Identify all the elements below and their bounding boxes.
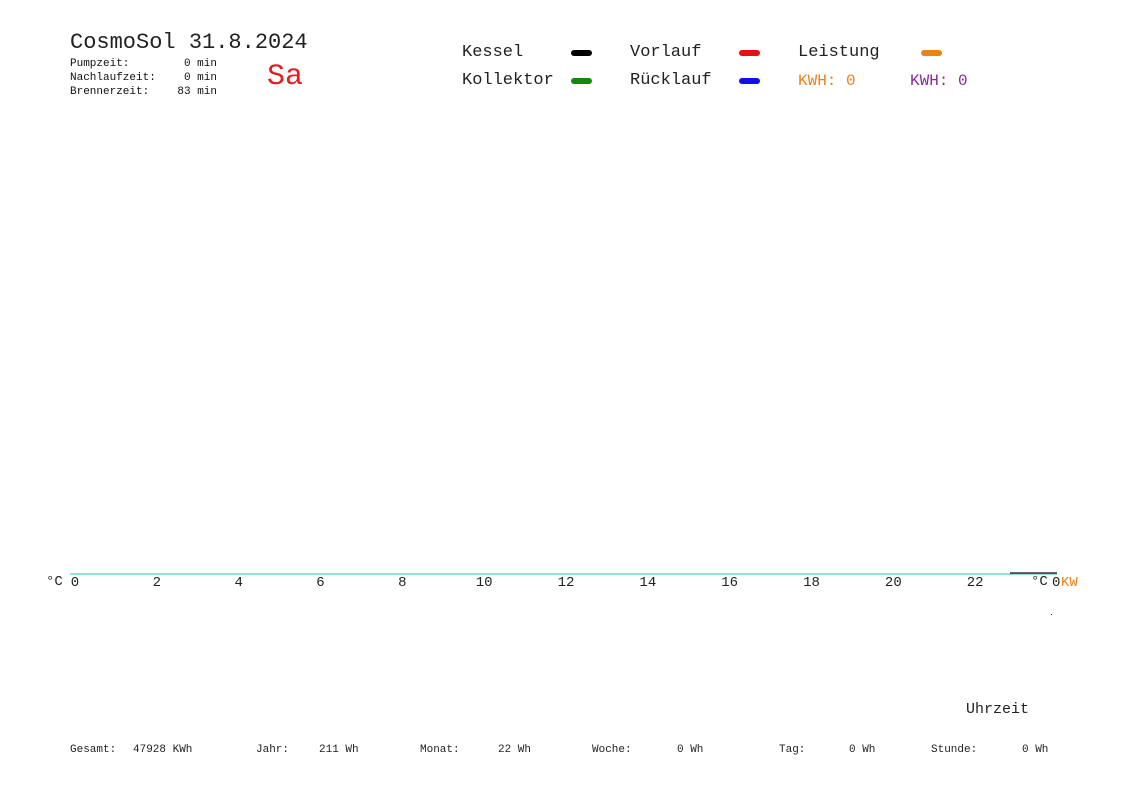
footer-monat-value: 22 Wh xyxy=(498,744,532,756)
pumpzeit-value: 0 min xyxy=(183,58,217,70)
footer-jahr-value: 211 Wh xyxy=(319,744,359,756)
legend-kessel-swatch xyxy=(571,50,592,56)
brennerzeit-value: 83 min xyxy=(177,86,217,98)
legend-ruecklauf-swatch xyxy=(739,78,760,84)
x-tick-0: 0 xyxy=(70,575,80,591)
x-tick-6: 6 xyxy=(316,575,325,591)
stray-dot xyxy=(1051,614,1052,615)
footer-monat-label: Monat: xyxy=(420,744,460,756)
footer-woche-value: 0 Wh xyxy=(677,744,704,756)
legend-leistung-swatch xyxy=(921,50,942,56)
nachlaufzeit-value: 0 min xyxy=(183,72,217,84)
legend-leistung-label: Leistung xyxy=(798,43,880,62)
x-tick-16: 16 xyxy=(721,575,739,591)
kwh-total-leistung: KWH: 0 xyxy=(798,72,856,90)
nachlaufzeit-label: Nachlaufzeit: xyxy=(70,72,156,84)
x-tick-2: 2 xyxy=(152,575,162,591)
weekday-label: Sa xyxy=(267,60,304,94)
x-tick-14: 14 xyxy=(639,575,657,591)
y-right-unit: °C xyxy=(1031,574,1048,590)
legend-vorlauf-swatch xyxy=(739,50,760,56)
footer-stunde-label: Stunde: xyxy=(931,744,978,756)
footer-gesamt-value: 47928 KWh xyxy=(133,744,193,756)
kwh-total-secondary: KWH: 0 xyxy=(910,72,968,90)
brennerzeit-label: Brennerzeit: xyxy=(70,86,150,98)
chart-title: CosmoSol 31.8.2024 xyxy=(70,30,308,55)
pumpzeit-label: Pumpzeit: xyxy=(70,58,130,70)
y-left-unit: °C xyxy=(46,574,63,590)
legend-kessel-label: Kessel xyxy=(462,43,524,62)
footer-tag-label: Tag: xyxy=(779,744,806,756)
legend-vorlauf-label: Vorlauf xyxy=(630,43,702,62)
x-axis-title: Uhrzeit xyxy=(966,701,1030,718)
x-tick-20: 20 xyxy=(884,575,902,591)
x-tick-12: 12 xyxy=(557,575,575,591)
legend-ruecklauf-label: Rücklauf xyxy=(630,71,712,90)
footer-jahr-label: Jahr: xyxy=(256,744,290,756)
legend-kollektor-label: Kollektor xyxy=(462,71,554,90)
x-tick-22: 22 xyxy=(966,575,984,591)
footer-woche-label: Woche: xyxy=(592,744,632,756)
footer-gesamt-label: Gesamt: xyxy=(70,744,117,756)
x-tick-18: 18 xyxy=(803,575,820,591)
footer-tag-value: 0 Wh xyxy=(849,744,876,756)
x-tick-10: 10 xyxy=(475,575,493,591)
footer-stunde-value: 0 Wh xyxy=(1022,744,1049,756)
legend-kollektor-swatch xyxy=(571,78,592,84)
y2-zero-label: 0 xyxy=(1052,575,1061,591)
y2-unit: KW xyxy=(1061,575,1078,591)
x-tick-4: 4 xyxy=(234,575,243,591)
x-tick-8: 8 xyxy=(398,575,407,591)
